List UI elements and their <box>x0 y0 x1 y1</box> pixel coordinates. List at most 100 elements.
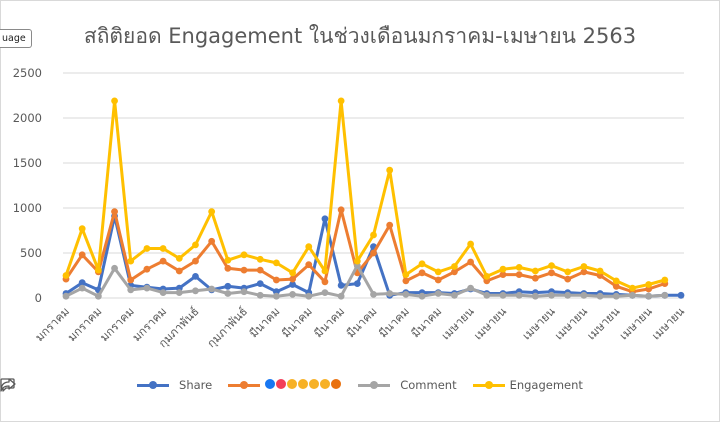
data-point <box>321 289 329 296</box>
x-tick-label: เมษายน <box>438 304 476 342</box>
data-point <box>143 245 151 252</box>
legend-item-share[interactable]: Share <box>0 378 213 392</box>
data-point <box>272 276 280 284</box>
x-tick-label: กุมภาพันธ์ <box>204 304 250 350</box>
data-point <box>208 237 216 245</box>
data-point <box>224 290 232 297</box>
data-point <box>127 257 135 265</box>
data-point <box>127 286 135 294</box>
x-tick-label: มีนาคม <box>376 304 412 340</box>
data-point <box>580 268 588 276</box>
data-point <box>467 258 475 266</box>
data-point <box>143 265 151 273</box>
language-tab[interactable]: uage <box>0 29 32 48</box>
data-point <box>192 241 199 249</box>
data-point <box>386 290 394 297</box>
love-icon <box>276 379 287 389</box>
data-point <box>548 269 555 277</box>
legend-item-reactions[interactable] <box>228 378 342 392</box>
data-point <box>548 291 555 299</box>
legend-item-engagement[interactable]: Engagement <box>472 378 583 392</box>
legend-label-engagement: Engagement <box>509 378 583 392</box>
sad-icon <box>320 379 331 389</box>
x-tick-label: เมษายน <box>616 304 654 342</box>
data-point <box>531 274 539 282</box>
data-point <box>240 288 248 296</box>
data-point <box>289 291 296 298</box>
data-point <box>386 166 394 174</box>
data-point <box>272 292 280 300</box>
data-point <box>240 251 248 259</box>
legend-label-comment: Comment <box>400 378 457 392</box>
data-point <box>451 263 458 270</box>
series-line-3 <box>64 99 666 290</box>
legend-marker-reactions <box>228 380 261 390</box>
care-icon <box>287 379 298 389</box>
data-point <box>499 291 507 299</box>
data-point <box>499 271 507 278</box>
legend-label-share: Share <box>179 378 213 392</box>
data-point <box>305 261 313 269</box>
angry-icon <box>331 379 342 389</box>
data-point <box>175 289 183 296</box>
x-tick-label: มีนาคม <box>246 304 282 340</box>
data-point <box>370 291 377 298</box>
y-tick-label: 2000 <box>13 111 42 125</box>
y-tick-label: 0 <box>35 291 42 305</box>
data-point <box>94 266 102 274</box>
data-point <box>159 257 167 265</box>
wow-icon <box>309 379 320 389</box>
data-point <box>192 287 199 295</box>
data-point <box>62 272 70 279</box>
data-point <box>224 256 232 264</box>
data-point <box>629 284 636 292</box>
x-tick-label: เมษายน <box>552 304 590 342</box>
data-point <box>515 271 523 278</box>
data-point <box>321 267 329 275</box>
haha-icon <box>298 379 309 389</box>
data-point <box>94 292 102 300</box>
x-tick-label: มีนาคม <box>343 304 379 340</box>
y-tick-label: 1500 <box>13 156 42 170</box>
legend-marker-share <box>137 380 170 390</box>
data-point <box>467 284 475 292</box>
data-point <box>612 277 620 285</box>
data-point <box>192 257 199 265</box>
data-point <box>224 282 232 290</box>
data-point <box>677 291 685 299</box>
data-point <box>499 265 507 273</box>
data-point <box>127 276 135 284</box>
data-point <box>192 273 199 280</box>
data-point <box>256 280 264 287</box>
data-point <box>353 257 361 265</box>
data-point <box>451 268 458 276</box>
legend-marker-comment <box>358 380 391 390</box>
data-point <box>240 266 248 274</box>
data-point <box>208 208 216 216</box>
data-point <box>418 292 426 300</box>
data-point <box>289 269 296 277</box>
data-point <box>531 267 539 275</box>
y-tick-label: 2500 <box>13 66 42 80</box>
data-point <box>175 267 183 275</box>
data-point <box>370 249 377 257</box>
data-point <box>353 280 361 287</box>
x-tick-label: เมษายน <box>471 304 509 342</box>
data-point <box>515 264 523 271</box>
data-point <box>612 292 620 300</box>
data-point <box>612 282 620 290</box>
data-point <box>629 291 636 299</box>
data-point <box>370 231 377 239</box>
chart-legend: Share Comment Engagement <box>0 378 720 392</box>
data-point <box>305 292 313 300</box>
data-point <box>175 255 183 262</box>
data-point <box>434 290 442 297</box>
data-point <box>289 275 296 283</box>
data-point <box>337 292 345 300</box>
legend-item-comment[interactable]: Comment <box>0 378 457 392</box>
chart-title: สถิติยอด Engagement ในช่วงเดือนมกราคม-เม… <box>83 24 637 48</box>
data-point <box>337 206 345 214</box>
data-point <box>645 292 653 300</box>
data-point <box>111 264 118 272</box>
